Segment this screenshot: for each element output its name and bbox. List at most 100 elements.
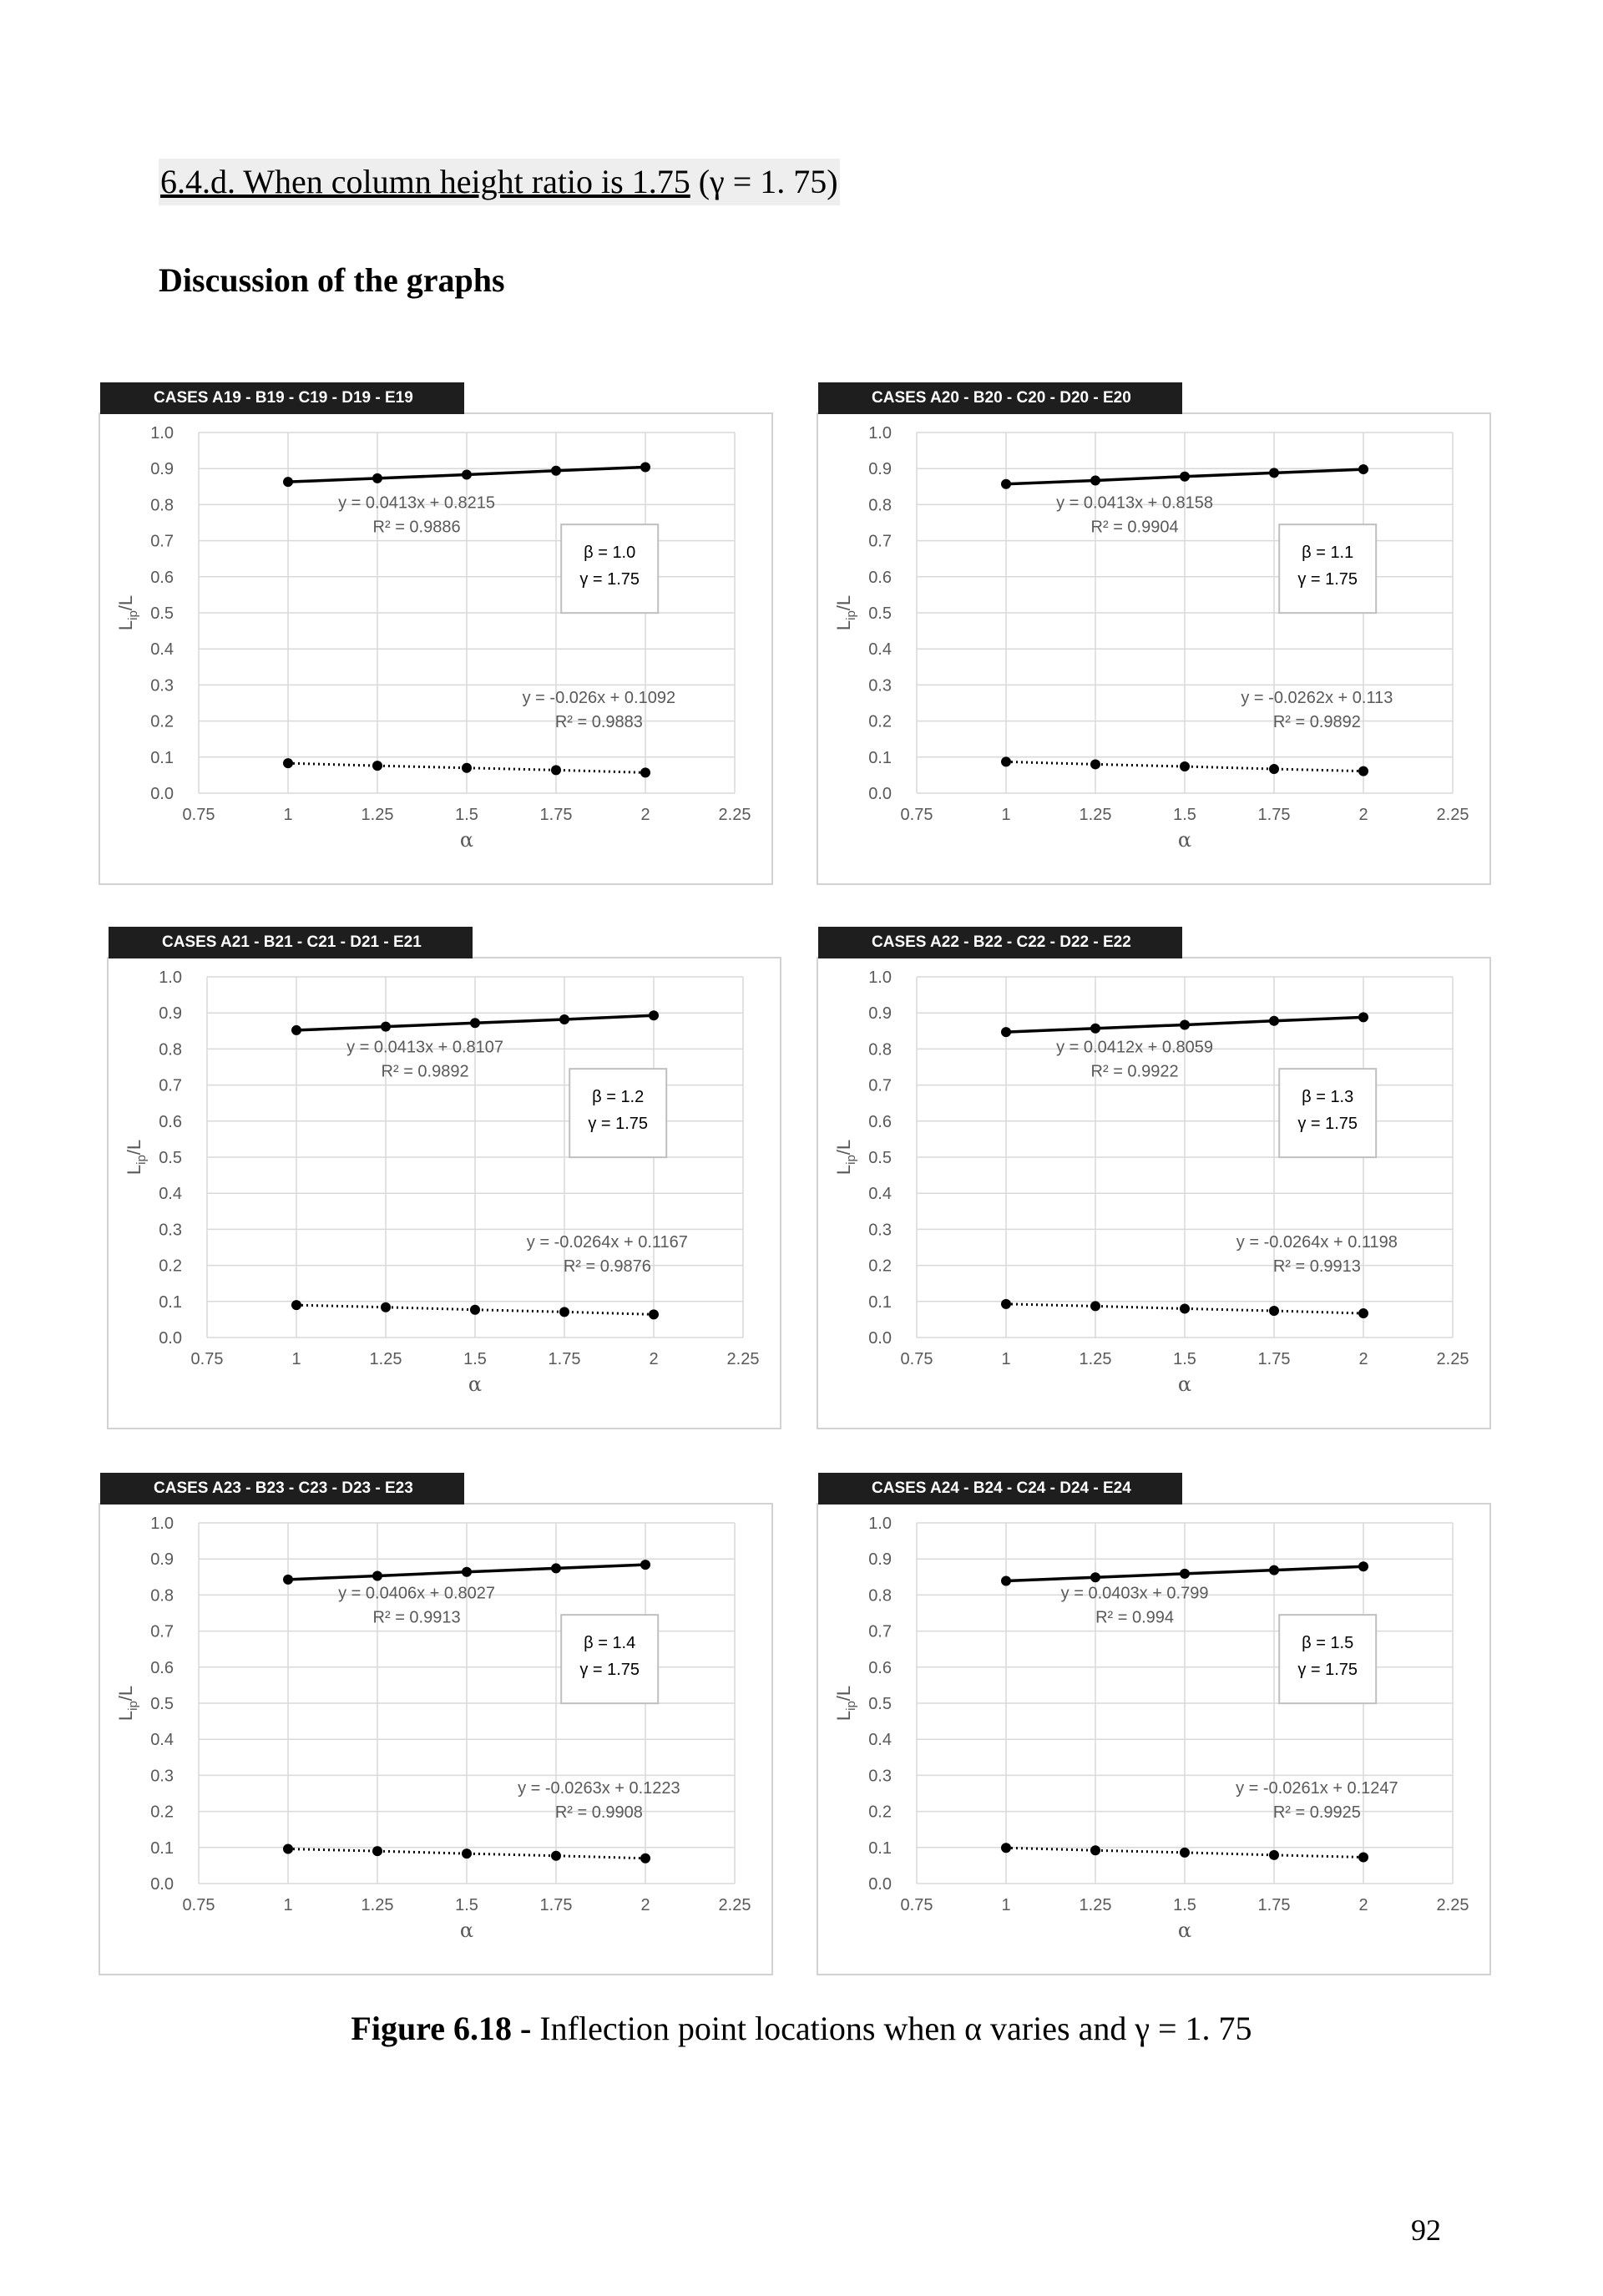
data-point (640, 462, 650, 473)
chart-panel-a19: 0.0 0.1 0.2 0.3 0.4 0.5 0.6 0.7 0.8 0.9 1.0 0.75 1 1.… (99, 412, 773, 885)
x-tick-label: 1.5 (1173, 806, 1196, 824)
y-tick-label: 0.1 (150, 749, 174, 767)
x-axis-label: α (468, 1373, 482, 1396)
y-axis-label-sub: ip (134, 1155, 149, 1165)
x-tick-label: 0.75 (183, 1896, 215, 1914)
parameter-gamma: γ = 1.75 (1297, 1115, 1358, 1133)
y-tick-label: 0.1 (159, 1293, 182, 1312)
data-point (462, 1566, 472, 1577)
data-point (640, 1560, 650, 1570)
data-point (649, 1309, 659, 1320)
x-tick-label: 0.75 (183, 806, 215, 824)
y-tick-label: 0.6 (868, 1113, 892, 1131)
data-point (551, 1563, 561, 1574)
x-tick-label: 0.75 (901, 1896, 933, 1914)
chart-svg: 0.0 0.1 0.2 0.3 0.4 0.5 0.6 0.7 0.8 0.9 1.0 0.75 1 1.… (833, 1515, 1469, 1942)
data-point (381, 1021, 391, 1032)
trendline-equation: y = -0.0264x + 0.1198 (1236, 1233, 1398, 1252)
x-tick-label: 1.75 (540, 806, 573, 824)
y-tick-label: 0.8 (868, 1040, 892, 1059)
data-point (1269, 1849, 1279, 1860)
x-tick-label: 0.75 (901, 806, 933, 824)
x-tick-label: 1.25 (1080, 806, 1112, 824)
x-tick-label: 1.25 (1080, 1350, 1112, 1368)
data-point (283, 1574, 293, 1585)
y-tick-label: 1.0 (150, 1515, 174, 1533)
x-tick-label: 0.75 (901, 1350, 933, 1368)
trendline-r-squared: R² = 0.9886 (373, 518, 461, 537)
y-axis-label-tail: /L (833, 595, 854, 610)
y-tick-label: 0.7 (150, 533, 174, 551)
y-tick-label: 0.6 (150, 1659, 174, 1677)
y-tick-label: 1.0 (150, 424, 174, 443)
y-tick-label: 0.8 (868, 1586, 892, 1605)
data-point (1090, 475, 1100, 486)
x-tick-label: 1 (291, 1350, 301, 1368)
y-tick-label: 0.7 (150, 1623, 174, 1641)
data-point (649, 1010, 659, 1021)
data-point (1269, 764, 1279, 775)
x-tick-label: 1.75 (1258, 806, 1291, 824)
trendline-equation: y = 0.0413x + 0.8107 (346, 1039, 503, 1057)
x-tick-label: 0.75 (191, 1350, 224, 1368)
data-point (1090, 1301, 1100, 1312)
x-tick-label: 1.5 (1173, 1350, 1196, 1368)
section-heading-math: (γ = 1. 75) (698, 163, 838, 200)
y-tick-label: 0.2 (159, 1257, 182, 1276)
data-point (1180, 1303, 1190, 1314)
y-tick-label: 0.7 (868, 1077, 892, 1095)
x-axis-label: α (1178, 828, 1191, 852)
x-tick-label: 1 (1001, 1350, 1010, 1368)
y-axis-label-main: L (833, 1165, 854, 1175)
data-point (283, 758, 293, 769)
data-point (551, 1850, 561, 1861)
chart-panel-a21: 0.0 0.1 0.2 0.3 0.4 0.5 0.6 0.7 0.8 0.9 1.0 0.75 1 1.… (107, 957, 781, 1429)
y-tick-label: 0.2 (868, 1803, 892, 1822)
figure-caption: Figure 6.18 - Inflection point locations… (0, 2009, 1603, 2048)
parameter-gamma: γ = 1.75 (579, 570, 640, 589)
x-tick-label: 1.25 (362, 1896, 394, 1914)
parameter-box (1278, 523, 1378, 614)
y-axis-label-sub: ip (844, 1701, 858, 1711)
y-tick-label: 0.0 (159, 1329, 182, 1348)
x-tick-label: 1.75 (540, 1896, 573, 1914)
plot-area: 0.0 0.1 0.2 0.3 0.4 0.5 0.6 0.7 0.8 0.9 1.0 0.75 1 1.… (124, 968, 759, 1396)
y-tick-label: 1.0 (159, 968, 182, 987)
data-point (1269, 1015, 1279, 1026)
y-tick-label: 0.3 (159, 1221, 182, 1239)
data-point (559, 1014, 569, 1024)
chart-header: CASES A22 - B22 - C22 - D22 - E22 (818, 927, 1182, 958)
x-axis-label: α (1178, 1373, 1191, 1396)
x-tick-label: 2.25 (719, 1896, 751, 1914)
data-point (1358, 766, 1368, 776)
y-tick-label: 0.6 (868, 569, 892, 587)
data-point (470, 1018, 480, 1029)
y-tick-label: 0.5 (150, 1695, 174, 1713)
data-point (1001, 478, 1011, 489)
plot-area: 0.0 0.1 0.2 0.3 0.4 0.5 0.6 0.7 0.8 0.9 1.0 0.75 1 1.… (115, 1515, 751, 1942)
trendline-equation: y = 0.0406x + 0.8027 (338, 1585, 495, 1603)
chart-header: CASES A19 - B19 - C19 - D19 - E19 (100, 382, 464, 414)
plot-area: 0.0 0.1 0.2 0.3 0.4 0.5 0.6 0.7 0.8 0.9 1.0 0.75 1 1.… (833, 424, 1469, 852)
y-axis-label-tail: /L (833, 1686, 854, 1701)
y-tick-label: 0.2 (150, 713, 174, 731)
x-tick-label: 1.5 (455, 806, 478, 824)
data-point (291, 1300, 301, 1311)
y-tick-label: 0.0 (150, 1875, 174, 1894)
y-tick-label: 0.2 (868, 1257, 892, 1276)
y-tick-label: 0.0 (868, 1875, 892, 1894)
y-tick-label: 0.7 (868, 533, 892, 551)
parameter-beta: β = 1.0 (584, 544, 635, 562)
y-tick-label: 0.5 (150, 604, 174, 623)
y-tick-label: 0.1 (150, 1839, 174, 1858)
parameter-gamma: γ = 1.75 (588, 1115, 648, 1133)
data-point (559, 1307, 569, 1317)
trendline-r-squared: R² = 0.9913 (373, 1609, 461, 1627)
y-tick-label: 0.6 (150, 569, 174, 587)
data-point (1269, 1306, 1279, 1317)
y-tick-label: 0.3 (868, 1221, 892, 1239)
y-axis-label-tail: /L (115, 1686, 136, 1701)
y-tick-label: 0.3 (868, 676, 892, 695)
y-tick-label: 0.0 (868, 785, 892, 803)
data-point (1001, 756, 1011, 767)
